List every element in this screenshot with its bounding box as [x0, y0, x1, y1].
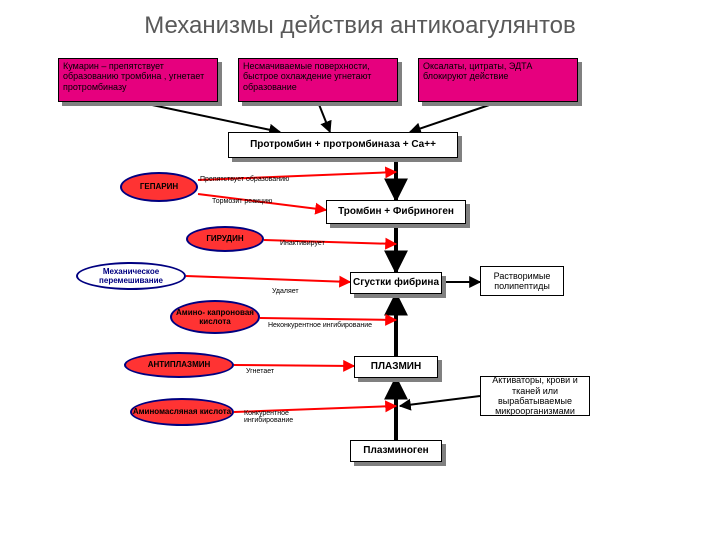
node-heparin: ГЕПАРИН: [120, 172, 198, 202]
node-plasminogen: Плазминоген: [350, 440, 442, 462]
edge: [400, 396, 480, 406]
node-top1: Кумарин – препятствует образованию тромб…: [58, 58, 218, 102]
edge: [318, 102, 330, 132]
annotation-a2: Тормозит реакцию: [212, 198, 272, 205]
edge: [260, 318, 396, 320]
node-prot: Протромбин + протромбиназа + Са++: [228, 132, 458, 158]
node-clot: Сгустки фибрина: [350, 272, 442, 294]
edge: [186, 276, 350, 282]
edge: [234, 365, 354, 366]
node-aminoM: Аминомасляная кислота: [130, 398, 234, 426]
node-polypep: Растворимые полипептиды: [480, 266, 564, 296]
edge: [138, 102, 280, 132]
annotation-a4: Удаляет: [272, 288, 299, 295]
annotation-a5: Неконкурентное ингибирование: [268, 322, 372, 329]
edge: [410, 102, 498, 132]
node-thromb: Тромбин + Фибриноген: [326, 200, 466, 224]
node-top3: Оксалаты, цитраты, ЭДТА блокируют действ…: [418, 58, 578, 102]
node-stir: Механическое перемешивание: [76, 262, 186, 290]
node-top2: Несмачиваемые поверхности, быстрое охлаж…: [238, 58, 398, 102]
node-antiplas: АНТИПЛАЗМИН: [124, 352, 234, 378]
node-amino: Амино- капроновая кислота: [170, 300, 260, 334]
annotation-a3: Инактивирует: [280, 240, 325, 247]
node-plasmin: ПЛАЗМИН: [354, 356, 438, 378]
annotation-a7: Конкурентное ингибирование: [244, 410, 293, 424]
node-activ: Активаторы, крови и тканей или вырабатыв…: [480, 376, 590, 416]
node-hirudin: ГИРУДИН: [186, 226, 264, 252]
annotation-a6: Угнетает: [246, 368, 274, 375]
page-title: Механизмы действия антикоагулянтов: [0, 12, 720, 40]
annotation-a1: Препятствует образованию: [200, 176, 289, 183]
